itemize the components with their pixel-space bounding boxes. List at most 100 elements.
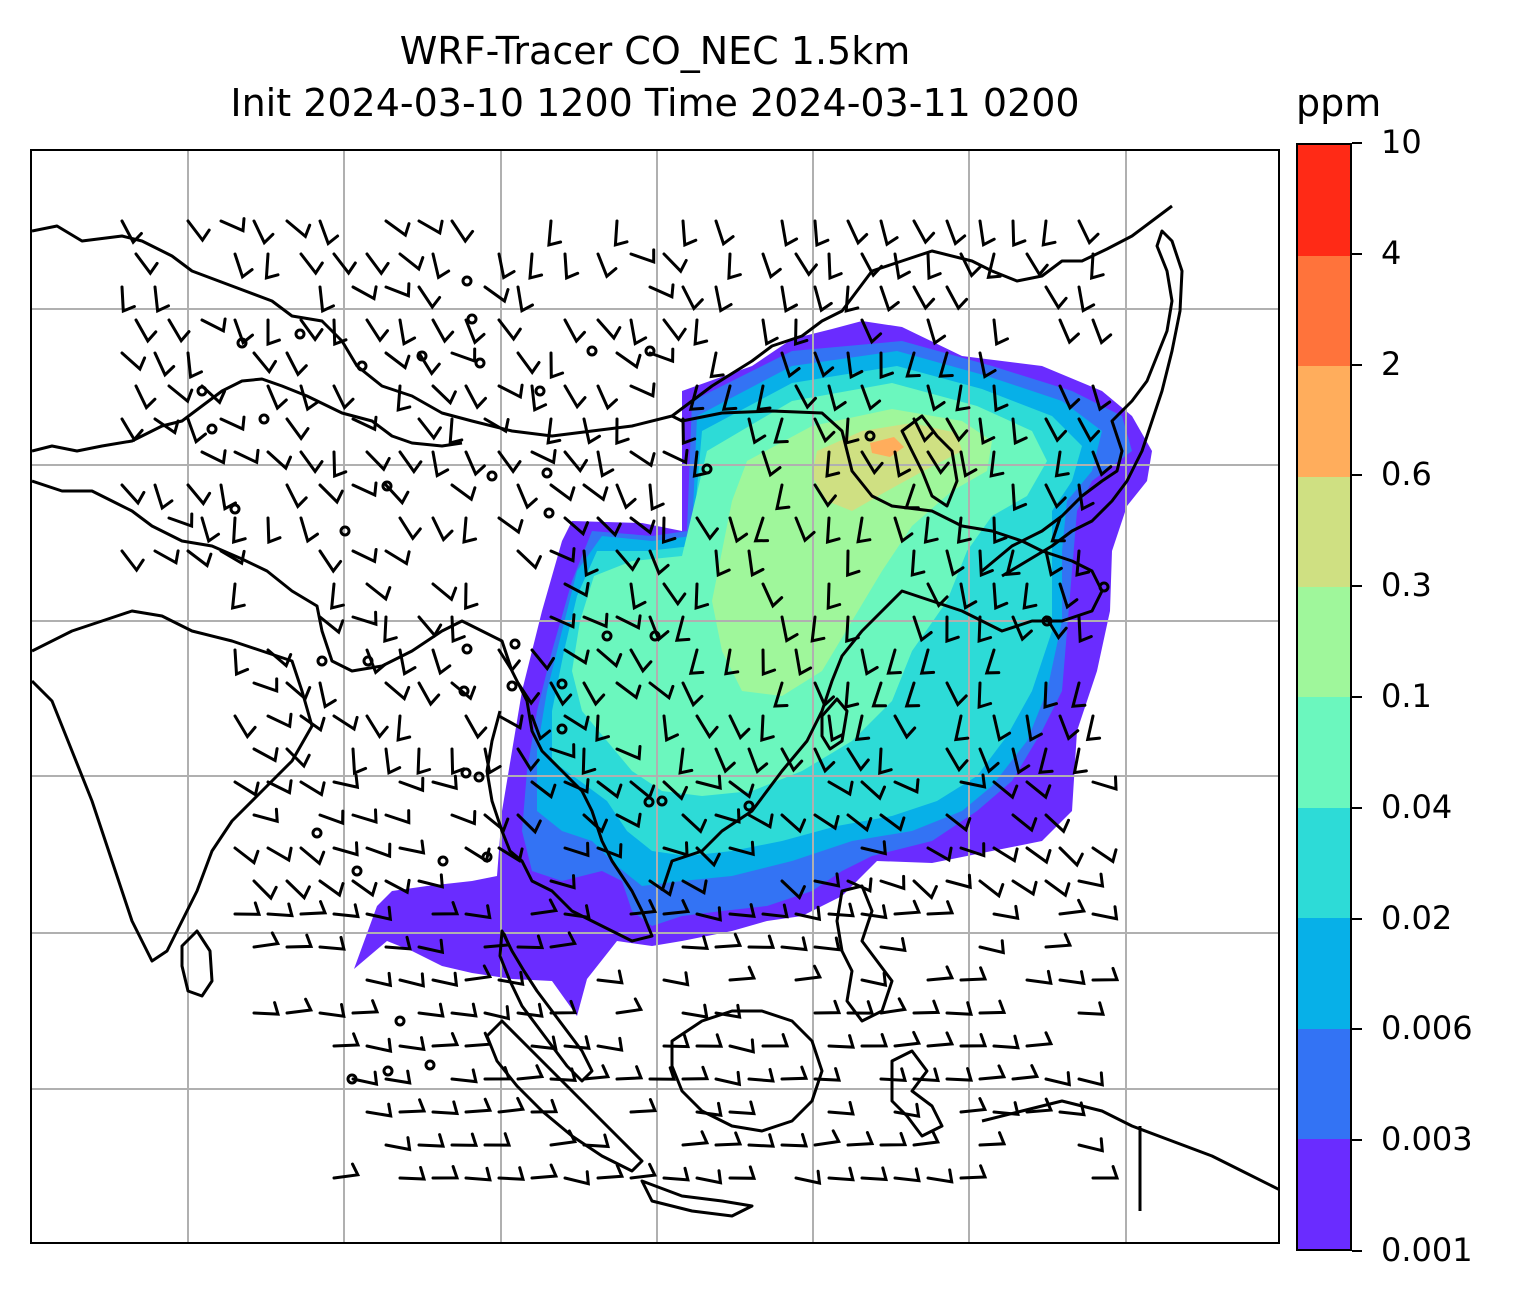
wind-barb [582, 612, 609, 629]
wind-barb [266, 384, 288, 411]
wind-barb [780, 747, 804, 773]
wind-barb [681, 1065, 710, 1081]
wind-barb [747, 813, 774, 830]
calm-marker [649, 630, 661, 642]
wind-barb [695, 714, 719, 740]
wind-barb [945, 285, 969, 311]
calm-marker [1098, 581, 1110, 593]
wind-barb [977, 615, 993, 644]
calm-marker [424, 1059, 436, 1071]
wind-barb [912, 1067, 941, 1083]
wind-barb [1011, 615, 1033, 642]
wind-barb [1011, 417, 1028, 446]
calm-marker [236, 337, 248, 349]
wind-barb [648, 879, 675, 897]
wind-barb [629, 1162, 658, 1180]
colorbar-tick-label: 10 [1381, 123, 1422, 161]
wind-barb [827, 902, 855, 918]
wind-barb [912, 879, 938, 901]
wind-barb [530, 1163, 559, 1180]
wind-barb [904, 483, 920, 510]
wind-barb [813, 747, 836, 774]
wind-barb [992, 846, 1019, 863]
wind-barb [332, 1032, 361, 1048]
wind-barb [986, 252, 1002, 279]
wind-barb [330, 582, 345, 610]
coastline-china-east [660, 409, 1104, 892]
wind-barb [450, 615, 466, 644]
wind-barb [1091, 384, 1112, 412]
wind-barb [563, 714, 590, 732]
calm-wind-markers [196, 275, 1110, 1085]
wind-barb [332, 714, 359, 732]
wind-barb [714, 1003, 742, 1019]
wind-barb [728, 965, 757, 982]
wind-barb [893, 1030, 922, 1048]
wind-barb [1025, 969, 1053, 985]
wind-barb [365, 1037, 393, 1054]
wind-barb [398, 1036, 426, 1052]
wind-barb [464, 1097, 493, 1114]
wind-barb [186, 219, 211, 243]
wind-barb [252, 677, 279, 694]
wind-barb [266, 450, 292, 471]
wind-barb [384, 549, 411, 566]
wind-barb [629, 450, 656, 468]
wind-barb [648, 549, 670, 576]
wind-barb [953, 714, 970, 742]
wind-barb [332, 252, 357, 276]
wind-barb [431, 450, 450, 478]
wind-barb [332, 903, 360, 919]
wind-barb [662, 899, 691, 916]
colorbar-tick [1352, 1139, 1362, 1142]
wind-barb [396, 714, 412, 742]
wind-barb [728, 1165, 757, 1180]
wind-barb [615, 417, 630, 446]
wind-barb [813, 936, 841, 952]
wind-barb [662, 318, 687, 342]
wind-barb [582, 1133, 611, 1149]
calm-marker [644, 345, 656, 357]
wind-barb [332, 1162, 361, 1180]
wind-barb [1011, 813, 1038, 833]
wind-barb [516, 483, 538, 510]
wind-barb [681, 681, 704, 708]
calm-marker [473, 771, 485, 783]
wind-barb [615, 997, 644, 1015]
wind-barb [431, 1165, 460, 1180]
wind-barb [827, 252, 843, 281]
wind-barb [695, 516, 719, 541]
wind-barb [153, 549, 180, 566]
wind-barb [945, 219, 967, 246]
wind-barb [549, 999, 578, 1015]
wind-barb [945, 1067, 974, 1082]
wind-barb [662, 841, 689, 857]
colorbar-tick [1352, 142, 1362, 144]
wind-barb [893, 1102, 921, 1119]
calm-marker [481, 851, 493, 863]
wind-barb [959, 1164, 988, 1180]
wind-barb [398, 776, 425, 793]
wind-barb [332, 773, 360, 790]
wind-barb [813, 351, 835, 378]
wind-barb [692, 450, 708, 478]
wind-barb [549, 613, 576, 629]
wind-barb [120, 219, 143, 245]
colorbar-segment [1298, 697, 1350, 808]
wind-barb [299, 516, 319, 544]
wind-barb [497, 383, 524, 400]
colorbar-tick [1352, 806, 1362, 809]
wind-barb [1077, 872, 1105, 888]
calm-marker [461, 275, 473, 287]
wind-barb [662, 971, 690, 987]
calm-marker [229, 503, 241, 515]
coastline-sumatra [485, 1019, 644, 1173]
wind-barb [886, 648, 902, 675]
wind-barb [926, 965, 955, 982]
wind-barb [1044, 879, 1071, 898]
wind-barb [629, 648, 653, 674]
wind-barb [714, 932, 743, 949]
wind-barb [596, 516, 622, 538]
wind-barb [582, 549, 599, 578]
wind-barb [1077, 483, 1095, 512]
